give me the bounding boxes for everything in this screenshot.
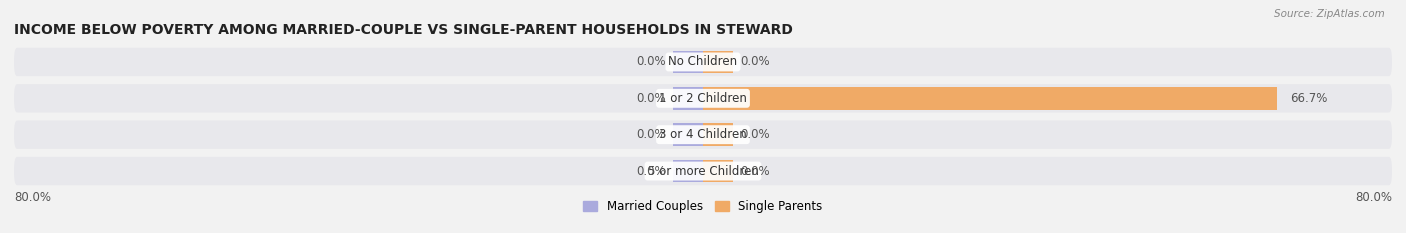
Text: No Children: No Children bbox=[668, 55, 738, 69]
Bar bbox=[703, 51, 733, 73]
Legend: Married Couples, Single Parents: Married Couples, Single Parents bbox=[579, 195, 827, 218]
Bar bbox=[703, 123, 733, 146]
FancyBboxPatch shape bbox=[14, 48, 1392, 76]
Text: 80.0%: 80.0% bbox=[1355, 192, 1392, 204]
Text: 0.0%: 0.0% bbox=[637, 92, 666, 105]
Text: 1 or 2 Children: 1 or 2 Children bbox=[659, 92, 747, 105]
Text: 0.0%: 0.0% bbox=[637, 128, 666, 141]
Text: INCOME BELOW POVERTY AMONG MARRIED-COUPLE VS SINGLE-PARENT HOUSEHOLDS IN STEWARD: INCOME BELOW POVERTY AMONG MARRIED-COUPL… bbox=[14, 23, 793, 37]
Text: 0.0%: 0.0% bbox=[637, 55, 666, 69]
Text: 66.7%: 66.7% bbox=[1291, 92, 1327, 105]
FancyBboxPatch shape bbox=[14, 120, 1392, 149]
Bar bbox=[673, 87, 703, 110]
Text: Source: ZipAtlas.com: Source: ZipAtlas.com bbox=[1274, 9, 1385, 19]
FancyBboxPatch shape bbox=[14, 157, 1392, 185]
Text: 5 or more Children: 5 or more Children bbox=[648, 164, 758, 178]
Text: 0.0%: 0.0% bbox=[740, 164, 769, 178]
Text: 3 or 4 Children: 3 or 4 Children bbox=[659, 128, 747, 141]
Text: 0.0%: 0.0% bbox=[740, 128, 769, 141]
Text: 0.0%: 0.0% bbox=[740, 55, 769, 69]
Bar bbox=[673, 51, 703, 73]
Bar bbox=[703, 87, 1278, 110]
Bar bbox=[703, 160, 733, 182]
Bar bbox=[673, 160, 703, 182]
Text: 0.0%: 0.0% bbox=[637, 164, 666, 178]
Text: 80.0%: 80.0% bbox=[14, 192, 51, 204]
Bar bbox=[673, 123, 703, 146]
FancyBboxPatch shape bbox=[14, 84, 1392, 113]
